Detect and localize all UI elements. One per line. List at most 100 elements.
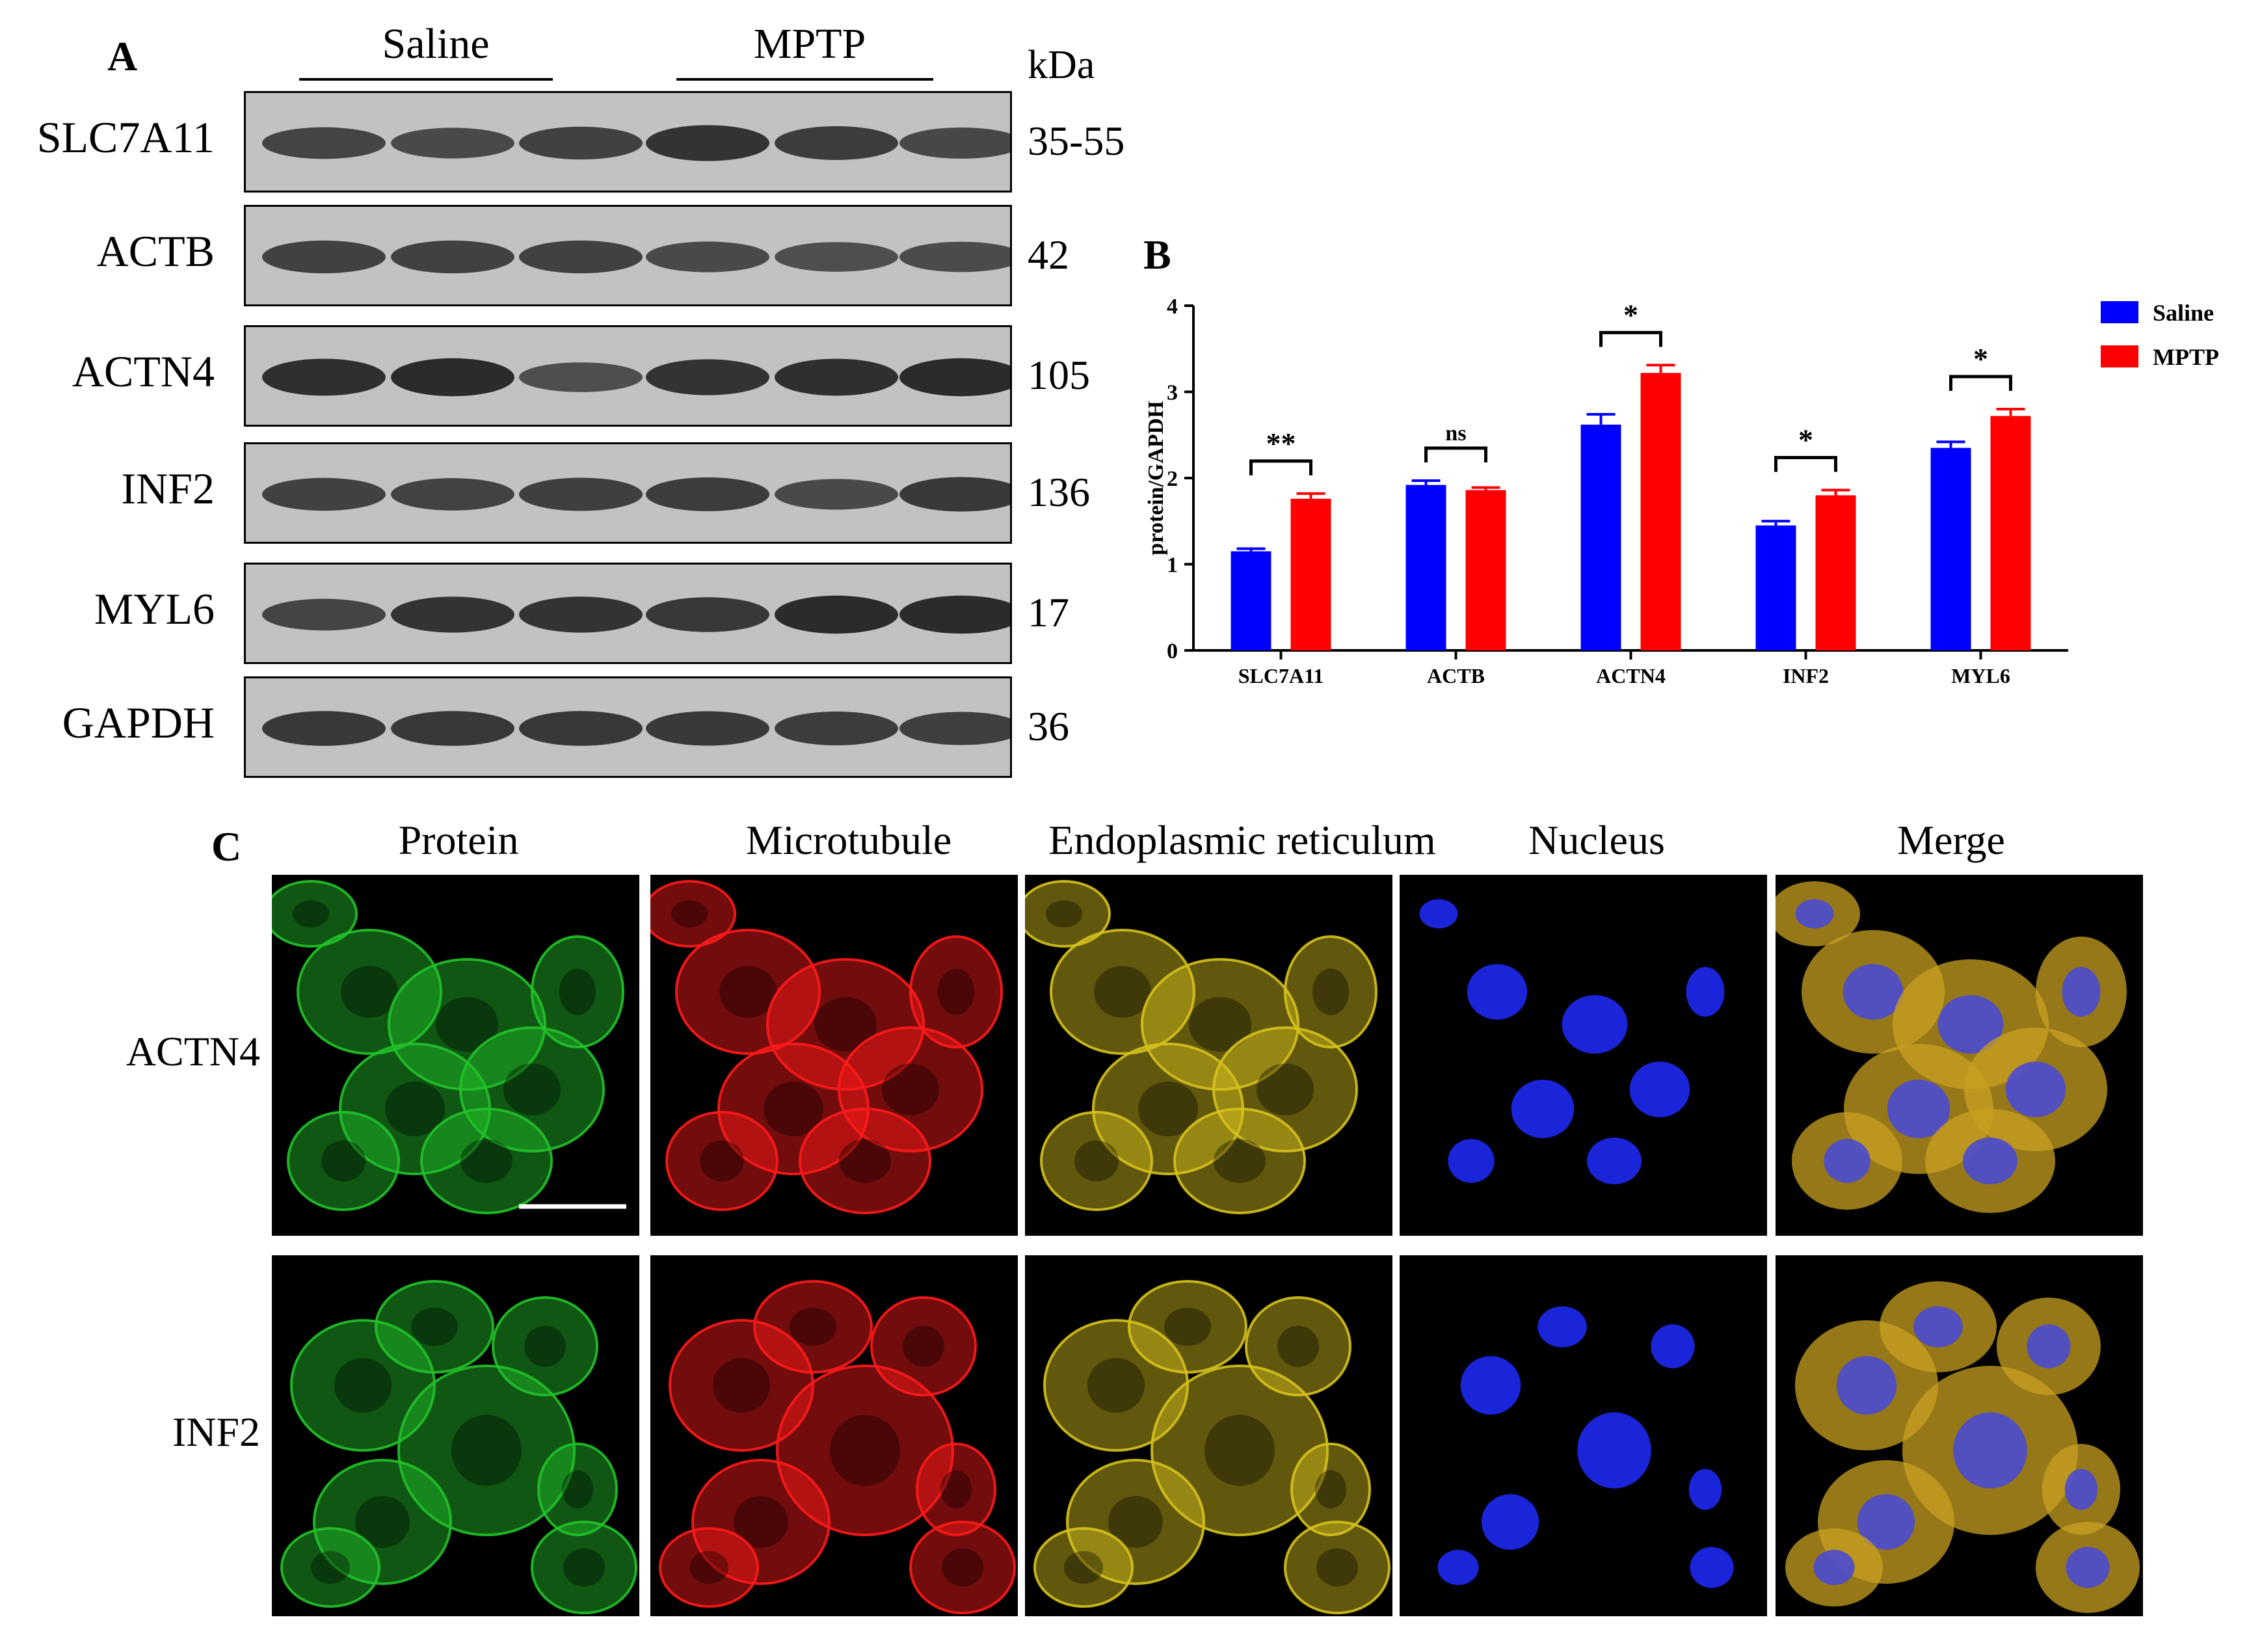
micrograph-tile — [1025, 875, 1392, 1236]
blot-band — [899, 712, 1010, 745]
panel-a-letter: A — [107, 33, 138, 79]
bar-saline — [1405, 485, 1446, 650]
group-underline-saline — [299, 78, 553, 81]
y-tick-label: 3 — [1167, 381, 1178, 405]
panel-b-letter: B — [1143, 232, 1171, 278]
x-category-label: ACTB — [1427, 664, 1485, 687]
blot-band — [262, 477, 386, 511]
micrograph-tile — [1776, 875, 2143, 1236]
bar-saline — [1580, 424, 1621, 650]
bar-chart-svg: 01234protein/GAPDHSLC7A11**ACTBnsACTN4*I… — [1144, 295, 2219, 687]
panel-c-letter: C — [211, 823, 242, 870]
x-category-label: SLC7A11 — [1238, 664, 1324, 687]
blot-band — [899, 241, 1010, 273]
blot-band — [391, 240, 514, 274]
blot-strip — [244, 325, 1012, 427]
y-tick-label: 0 — [1167, 639, 1178, 663]
blot-protein-label: ACTB — [96, 226, 215, 276]
significance-label: ns — [1445, 421, 1466, 446]
channel-column-label: Merge — [1897, 817, 2005, 863]
blot-band — [646, 359, 769, 395]
bar-mptp — [1465, 490, 1506, 650]
micrograph-tile — [650, 875, 1018, 1236]
y-axis-label: protein/GAPDH — [1144, 401, 1168, 555]
legend-label: Saline — [2153, 300, 2214, 326]
blot-band — [391, 358, 514, 397]
y-tick-label: 2 — [1167, 467, 1178, 491]
blot-band — [262, 240, 386, 274]
blot-strip — [244, 676, 1012, 778]
blot-band — [391, 711, 514, 746]
group-underline-mptp — [676, 78, 933, 81]
blot-band — [391, 596, 514, 633]
group-label-saline: Saline — [382, 20, 490, 68]
blot-band — [646, 711, 769, 746]
significance-bracket — [1949, 375, 2012, 391]
blot-band — [519, 126, 643, 160]
legend-swatch — [2101, 345, 2138, 367]
blot-band — [899, 127, 1010, 159]
micrograph-tile — [1025, 1255, 1392, 1616]
blot-protein-label: INF2 — [121, 464, 215, 513]
channel-column-label: Protein — [398, 817, 519, 863]
blot-band — [519, 711, 643, 746]
blot-band — [262, 598, 386, 631]
blot-protein-label: SLC7A11 — [36, 113, 215, 162]
bar-mptp — [1815, 495, 1856, 650]
blot-band — [262, 711, 386, 746]
legend-label: MPTP — [2153, 344, 2219, 370]
bar-saline — [1755, 525, 1796, 650]
micrograph-tile — [1776, 1255, 2143, 1616]
blot-band — [775, 595, 898, 634]
significance-label: * — [1973, 342, 1988, 375]
significance-label: ** — [1266, 427, 1296, 460]
micrograph-tile — [272, 1255, 639, 1616]
protein-row-label: ACTN4 — [126, 1028, 260, 1074]
blot-band — [391, 478, 514, 511]
blot-strip — [244, 442, 1012, 544]
blot-band — [519, 596, 643, 633]
channel-column-label: Microtubule — [745, 817, 952, 863]
x-category-label: MYL6 — [1951, 664, 2010, 687]
blot-band — [899, 595, 1010, 634]
significance-bracket — [1599, 330, 1662, 347]
blot-band — [262, 358, 386, 396]
bar-saline — [1231, 551, 1271, 650]
blot-band — [262, 127, 386, 159]
kda-label: kDa — [1028, 43, 1095, 87]
blot-band — [646, 477, 769, 511]
blot-strip — [244, 91, 1012, 193]
significance-bracket — [1249, 459, 1312, 475]
blot-molecular-weight: 35-55 — [1028, 118, 1125, 164]
blot-band — [646, 125, 769, 161]
blot-molecular-weight: 36 — [1028, 703, 1069, 749]
protein-row-label: INF2 — [172, 1409, 260, 1455]
bar-mptp — [1640, 373, 1681, 650]
blot-molecular-weight: 136 — [1028, 469, 1090, 515]
blot-band — [775, 126, 898, 160]
blot-band — [519, 477, 643, 511]
significance-bracket — [1774, 456, 1837, 472]
micrograph-tile — [650, 1255, 1018, 1616]
blot-strip — [244, 205, 1012, 306]
channel-column-label: Endoplasmic reticulum — [1048, 817, 1436, 863]
channel-column-label: Nucleus — [1528, 817, 1665, 863]
micrograph-tile — [272, 875, 639, 1236]
legend-swatch — [2101, 301, 2138, 323]
blot-band — [775, 242, 898, 272]
y-tick-label: 4 — [1167, 295, 1178, 319]
micrograph-tile — [1400, 875, 1767, 1236]
bar-saline — [1930, 447, 1971, 650]
bar-mptp — [1290, 498, 1331, 650]
blot-band — [391, 127, 514, 159]
blot-molecular-weight: 42 — [1028, 232, 1069, 278]
blot-band — [899, 477, 1010, 512]
blot-band — [899, 358, 1010, 397]
blot-molecular-weight: 17 — [1028, 589, 1069, 635]
x-category-label: ACTN4 — [1596, 664, 1666, 687]
blot-molecular-weight: 105 — [1028, 352, 1090, 398]
significance-bracket — [1424, 446, 1487, 462]
blot-protein-label: ACTN4 — [72, 347, 215, 396]
micrograph-tile — [1400, 1255, 1767, 1616]
significance-label: * — [1623, 298, 1638, 331]
